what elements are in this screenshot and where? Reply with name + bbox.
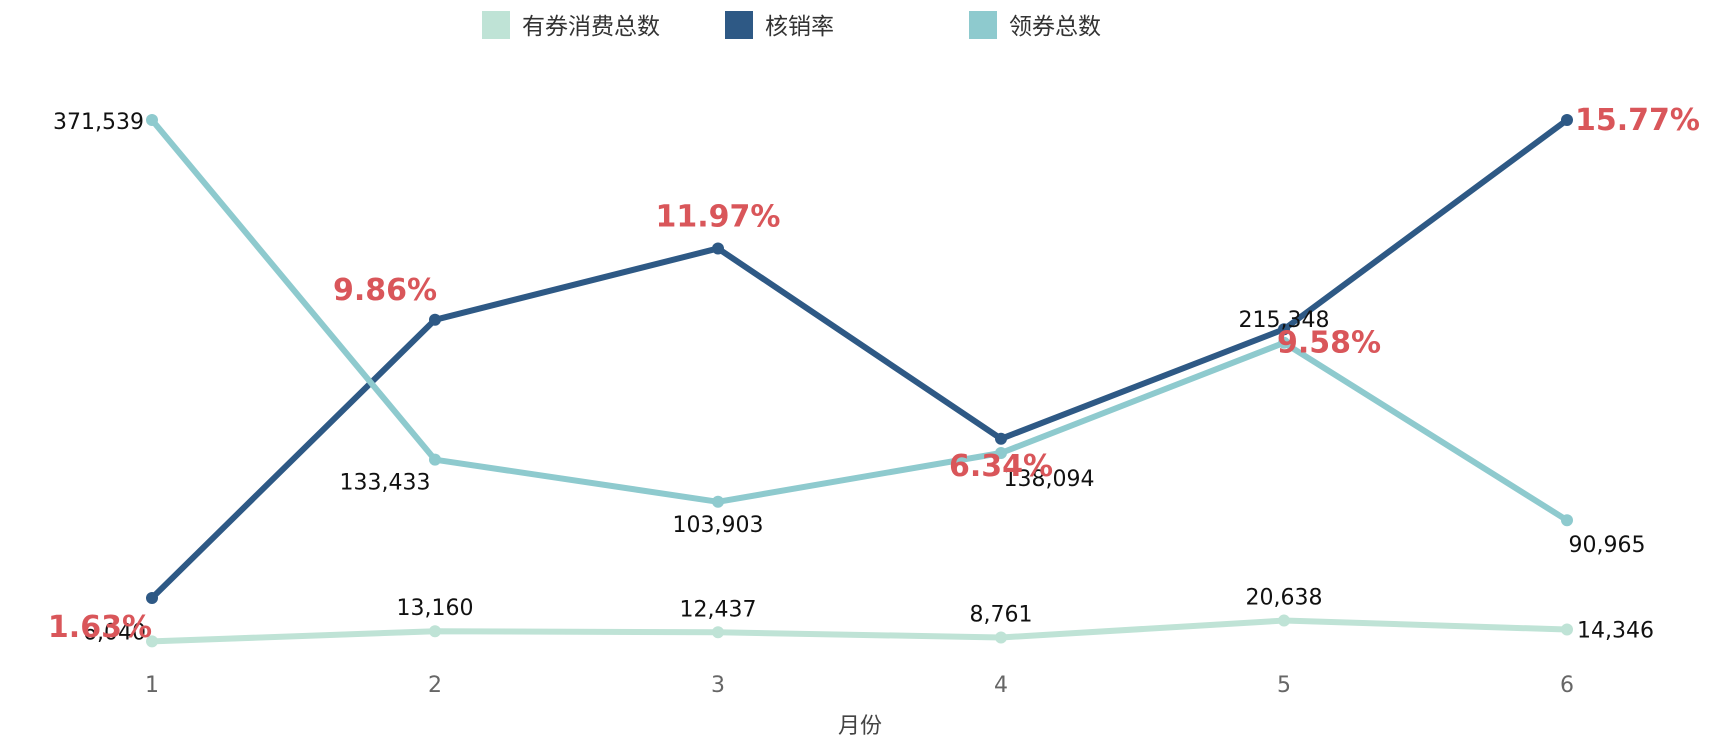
data-label-s3-6: 90,965 [1569, 533, 1646, 558]
x-axis: 月份 1 2 3 4 5 6 [145, 673, 1574, 739]
series-lines [149, 117, 1570, 645]
data-point-s3-4[interactable] [995, 447, 1007, 460]
legend: 有券消费总数 核销率 领券总数 [482, 11, 1101, 40]
data-label-s3-3: 103,903 [673, 513, 764, 538]
data-label-s2-6: 15.77% [1575, 103, 1700, 138]
data-point-s1-1[interactable] [146, 635, 158, 648]
series-line-3 [149, 117, 1570, 524]
data-label-s1-4: 8,761 [970, 603, 1033, 628]
x-tick-label: 1 [145, 673, 159, 698]
x-tick-label: 2 [428, 673, 442, 698]
data-label-s2-5: 9.58% [1277, 325, 1381, 360]
data-point-s3-3[interactable] [712, 495, 724, 508]
data-label-s2-3: 11.97% [656, 199, 781, 234]
data-point-s2-2[interactable] [429, 313, 441, 326]
data-label-s1-1: 6,040 [83, 620, 146, 645]
data-point-s3-6[interactable] [1561, 514, 1573, 527]
data-point-s2-3[interactable] [712, 242, 724, 255]
data-label-s1-6: 14,346 [1577, 619, 1654, 644]
data-label-s2-4: 6.34% [949, 449, 1053, 484]
legend-label-2[interactable]: 核销率 [765, 14, 834, 40]
legend-swatch-2[interactable] [725, 11, 753, 39]
data-point-s2-1[interactable] [146, 592, 158, 604]
x-tick-label: 3 [711, 673, 725, 698]
data-point-s1-2[interactable] [429, 625, 441, 638]
data-point-s1-3[interactable] [712, 626, 724, 639]
x-tick-label: 4 [994, 673, 1008, 698]
data-label-s3-2: 133,433 [340, 471, 431, 496]
data-label-s2-2: 9.86% [333, 273, 437, 308]
legend-swatch-1[interactable] [482, 11, 510, 39]
series-line-1 [149, 617, 1570, 645]
data-point-s1-5[interactable] [1278, 614, 1290, 627]
data-point-s2-5[interactable] [1278, 323, 1290, 336]
data-point-s1-6[interactable] [1561, 623, 1573, 636]
data-label-s1-3: 12,437 [680, 597, 757, 622]
data-label-s3-5: 215,348 [1239, 308, 1330, 333]
x-axis-title: 月份 [838, 714, 882, 739]
data-labels: 6,040 13,160 12,437 8,761 20,638 14,346 371,53… [48, 103, 1700, 645]
data-label-s3-1: 371,539 [53, 110, 144, 135]
x-tick-label: 5 [1277, 673, 1291, 698]
data-point-s3-1[interactable] [146, 114, 158, 126]
series-points [146, 114, 1573, 648]
legend-swatch-3[interactable] [969, 11, 997, 39]
legend-label-3[interactable]: 领券总数 [1009, 14, 1101, 40]
series-line-2 [149, 117, 1570, 601]
data-point-s1-4[interactable] [995, 631, 1007, 644]
data-label-s2-1: 1.63% [48, 610, 152, 645]
data-point-s3-2[interactable] [429, 453, 441, 466]
data-label-s3-4: 138,094 [1004, 467, 1095, 492]
data-label-s1-5: 20,638 [1246, 586, 1323, 611]
x-tick-label: 6 [1560, 673, 1574, 698]
data-label-s1-2: 13,160 [397, 596, 474, 621]
data-point-s2-6[interactable] [1561, 114, 1573, 126]
data-point-s3-5[interactable] [1278, 336, 1290, 349]
data-point-s2-4[interactable] [995, 432, 1007, 445]
legend-label-1[interactable]: 有券消费总数 [522, 14, 660, 40]
